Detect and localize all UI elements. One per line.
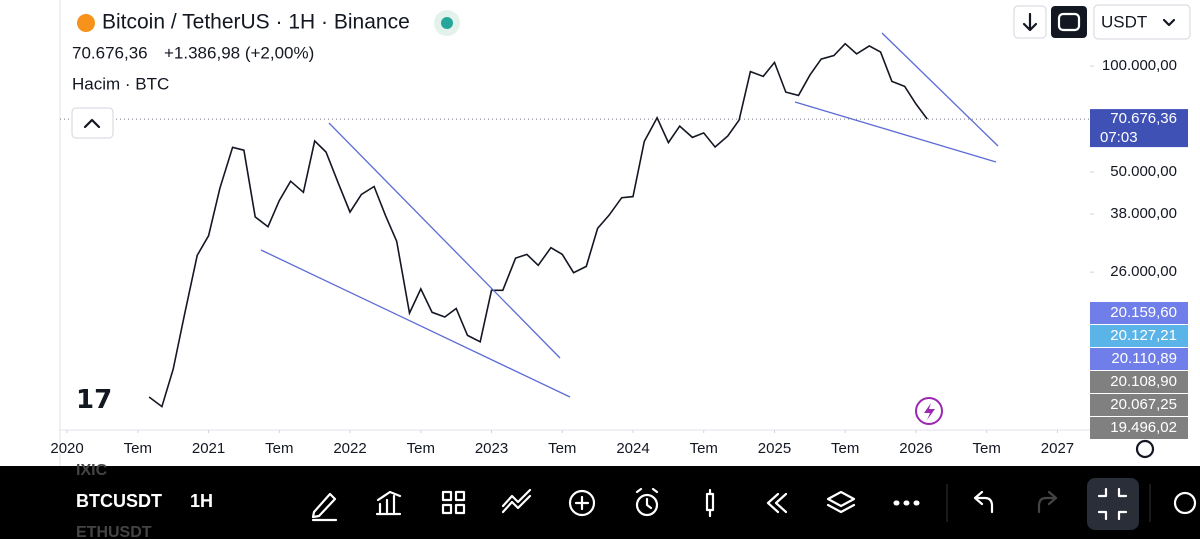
chart-bg <box>0 0 1200 466</box>
marker-label: 20.127,21 <box>1110 327 1177 344</box>
logo: 𝟭𝟳 <box>76 384 112 414</box>
scale-btn[interactable] <box>1051 6 1087 38</box>
toolbar <box>0 466 1200 539</box>
interval[interactable]: 1H <box>190 491 213 511</box>
caret <box>1162 18 1176 27</box>
flash <box>924 403 935 420</box>
layers[interactable] <box>826 490 856 514</box>
x-tick-label: Tem <box>831 440 859 457</box>
x-tick-label: Tem <box>690 440 718 457</box>
volume-label: Hacim · BTC <box>72 74 169 93</box>
marker-label: 20.108,90 <box>1110 373 1177 390</box>
status-dot <box>441 17 453 29</box>
add[interactable] <box>568 489 596 517</box>
marker-box <box>1090 417 1188 439</box>
y-tick-label: 100.000,00 <box>1102 57 1177 74</box>
y-tick-label: 26.000,00 <box>1110 263 1177 280</box>
chart-type[interactable] <box>705 488 715 518</box>
plot <box>60 42 1090 408</box>
indicators[interactable] <box>375 490 402 516</box>
templates[interactable] <box>441 490 466 515</box>
y-tick-label: 50.000,00 <box>1110 163 1177 180</box>
draw-tool[interactable] <box>311 492 338 522</box>
x-tick-label: 2027 <box>1041 440 1074 457</box>
x-tick-label: 2021 <box>192 440 225 457</box>
x-tick-label: 2020 <box>50 440 83 457</box>
marker-box <box>1090 394 1188 416</box>
marker-label: 20.067,25 <box>1110 396 1177 413</box>
prev-symbol: IXIC <box>76 462 108 479</box>
trendline <box>794 101 997 163</box>
marker-box <box>1090 371 1188 393</box>
compare[interactable] <box>501 488 532 514</box>
trendline <box>328 122 561 359</box>
countdown: 07:03 <box>1100 129 1138 146</box>
undo[interactable] <box>973 490 994 514</box>
x-tick-label: 2026 <box>899 440 932 457</box>
x-tick-label: Tem <box>407 440 435 457</box>
last-price-label: 70.676,36 <box>1110 110 1177 127</box>
fullscreen-btn[interactable] <box>1087 478 1139 530</box>
x-tick-label: 2024 <box>616 440 649 457</box>
trendlines <box>260 32 999 398</box>
last-price-box <box>1090 109 1188 148</box>
trendline <box>260 249 571 398</box>
marker-label: 20.159,60 <box>1110 304 1177 321</box>
next-symbol: ETHUSDT <box>76 524 152 539</box>
replay[interactable] <box>766 492 788 514</box>
x-tick-label: Tem <box>265 440 293 457</box>
redo <box>1037 490 1058 514</box>
down-icon <box>1022 12 1038 32</box>
flash-icon[interactable] <box>915 397 943 425</box>
y-tick-label: 38.000,00 <box>1110 205 1177 222</box>
marker-label: 19.496,02 <box>1110 419 1177 436</box>
add-plus <box>574 495 590 511</box>
trendline <box>881 32 999 147</box>
x-tick-label: Tem <box>124 440 152 457</box>
price-change: +1.386,98 (+2,00%) <box>164 43 314 62</box>
symbol[interactable]: BTCUSDT <box>76 491 162 511</box>
alert-hands <box>635 487 659 510</box>
symbol-title: Bitcoin / TetherUS · 1H · Binance <box>102 11 410 34</box>
collapse-icon <box>83 118 101 129</box>
currency: USDT <box>1101 12 1147 31</box>
marker-box <box>1090 325 1188 347</box>
x-tick-label: 2022 <box>333 440 366 457</box>
fullscreen-icon <box>1097 487 1128 521</box>
search[interactable] <box>1173 491 1197 515</box>
alert[interactable] <box>635 493 659 517</box>
last-price: 70.676,36 <box>72 43 148 62</box>
price-markers: 20.159,60 20.127,21 20.110,89 20.108,90 20.0… <box>1090 302 1188 439</box>
settings-icon[interactable] <box>1135 439 1155 459</box>
marker-label: 20.110,89 <box>1111 350 1177 367</box>
currency-select[interactable] <box>1093 4 1191 40</box>
tool-icons <box>311 478 1197 530</box>
marker-box <box>1090 348 1188 370</box>
price-line <box>148 42 928 408</box>
marker-box <box>1090 302 1188 324</box>
scale-icon <box>1057 12 1081 32</box>
x-tick-label: 2023 <box>475 440 508 457</box>
x-tick-label: 2025 <box>758 440 791 457</box>
x-tick-label: Tem <box>973 440 1001 457</box>
x-tick-label: Tem <box>548 440 576 457</box>
coin-icon <box>77 14 95 32</box>
collapse-btn[interactable] <box>71 107 114 139</box>
